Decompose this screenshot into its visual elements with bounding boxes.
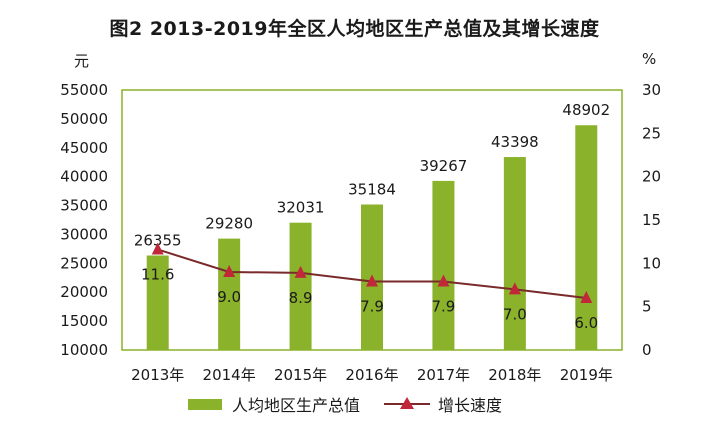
- bar-value-label: 48902: [562, 101, 610, 119]
- growth-value-label: 11.6: [141, 265, 174, 283]
- bar-value-label: 32031: [277, 199, 325, 217]
- chart-title: 图2 2013-2019年全区人均地区生产总值及其增长速度: [109, 18, 600, 40]
- left-axis-tick-label: 45000: [60, 139, 108, 157]
- bar: [575, 125, 598, 351]
- x-axis-tick-label: 2019年: [560, 366, 613, 384]
- left-axis-tick-label: 50000: [60, 110, 108, 128]
- legend-item-gdp: 人均地区生产总值: [188, 392, 360, 416]
- bar: [146, 255, 169, 350]
- triangle-marker-icon: [400, 397, 414, 409]
- legend-bar-swatch: [188, 398, 222, 410]
- left-axis-tick-label: 20000: [60, 283, 108, 301]
- right-axis-unit: %: [642, 50, 657, 68]
- right-axis-tick-label: 25: [642, 124, 661, 142]
- right-axis-tick-label: 0: [642, 341, 652, 359]
- bar-value-label: 35184: [348, 180, 396, 198]
- left-axis-tick-label: 55000: [60, 81, 108, 99]
- x-axis-tick-label: 2018年: [488, 366, 541, 384]
- right-axis-tick-label: 5: [642, 298, 652, 316]
- x-axis-tick-label: 2014年: [203, 366, 256, 384]
- legend-label-gdp: 人均地区生产总值: [232, 396, 361, 415]
- legend-label-growth: 增长速度: [438, 396, 503, 415]
- growth-value-label: 7.9: [360, 298, 384, 316]
- legend-line-swatch: [384, 397, 430, 411]
- left-axis-tick-label: 35000: [60, 197, 108, 215]
- growth-marker: [366, 274, 378, 287]
- left-axis-tick-label: 30000: [60, 225, 108, 243]
- x-axis-tick-label: 2017年: [417, 366, 470, 384]
- bar-value-label: 26355: [134, 232, 182, 250]
- growth-marker: [580, 291, 593, 303]
- legend-item-growth: 增长速度: [384, 392, 502, 416]
- legend: 人均地区生产总值 增长速度: [0, 392, 709, 422]
- left-axis-unit: 元: [74, 52, 90, 70]
- growth-value-label: 6.0: [574, 314, 598, 332]
- bar-value-label: 29280: [205, 215, 253, 233]
- growth-value-label: 8.9: [289, 289, 313, 307]
- growth-marker: [437, 274, 450, 287]
- right-axis-tick-label: 30: [642, 81, 661, 99]
- left-axis-tick-label: 40000: [60, 168, 108, 186]
- x-axis-tick-label: 2016年: [345, 366, 398, 384]
- bar: [432, 180, 455, 350]
- bar-value-label: 39267: [420, 157, 468, 175]
- bar-value-label: 43398: [491, 133, 539, 151]
- bar: [503, 157, 526, 350]
- right-axis-tick-label: 10: [642, 254, 661, 272]
- growth-marker: [151, 242, 164, 255]
- right-axis-tick-label: 15: [642, 211, 661, 229]
- growth-value-label: 9.0: [217, 288, 241, 306]
- growth-marker: [294, 265, 307, 278]
- growth-value-label: 7.9: [431, 298, 455, 316]
- right-axis-tick-label: 20: [642, 168, 661, 186]
- growth-marker: [508, 282, 521, 295]
- x-axis-tick-label: 2013年: [131, 366, 184, 384]
- growth-value-label: 7.0: [503, 305, 527, 323]
- bar: [218, 238, 241, 350]
- left-axis-tick-label: 10000: [60, 341, 108, 359]
- left-axis-tick-label: 15000: [60, 312, 108, 330]
- x-axis-tick-label: 2015年: [274, 366, 327, 384]
- growth-marker: [223, 265, 236, 277]
- bar: [289, 222, 312, 350]
- left-axis-tick-label: 25000: [60, 254, 108, 272]
